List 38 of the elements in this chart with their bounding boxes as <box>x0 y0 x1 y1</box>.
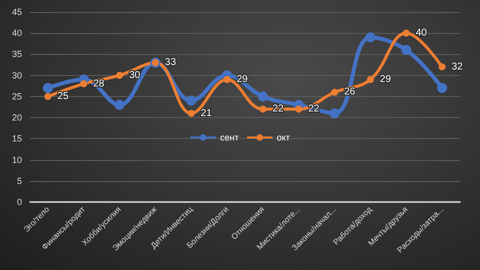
data-label: 32 <box>452 61 464 72</box>
point <box>42 83 53 93</box>
y-tick-label: 35 <box>12 49 22 60</box>
point <box>331 88 338 96</box>
data-label: 21 <box>200 108 212 119</box>
point <box>259 106 266 113</box>
data-label: 29 <box>380 74 392 86</box>
point <box>402 30 410 37</box>
y-tick-label: 10 <box>12 154 22 165</box>
point <box>365 32 376 42</box>
point <box>437 83 448 93</box>
point <box>366 76 374 84</box>
data-label: 33 <box>164 57 176 68</box>
y-tick-label: 25 <box>12 91 22 102</box>
legend-label: сент <box>220 132 239 142</box>
y-tick-label: 5 <box>16 176 22 186</box>
y-tick-label: 15 <box>12 134 22 144</box>
y-tick-label: 40 <box>12 28 22 38</box>
point <box>116 72 124 79</box>
point <box>295 106 302 113</box>
point <box>44 92 52 100</box>
point <box>188 110 195 117</box>
point <box>224 76 231 84</box>
point <box>330 108 340 118</box>
legend-label: окт <box>276 132 290 142</box>
y-tick-label: 20 <box>12 112 22 123</box>
data-label: 30 <box>129 70 141 81</box>
y-tick-label: 45 <box>12 7 22 17</box>
y-tick-label: 0 <box>16 197 22 207</box>
point <box>80 80 88 88</box>
point <box>401 45 412 55</box>
point <box>258 91 268 102</box>
y-tick-label: 30 <box>12 70 22 80</box>
data-label: 25 <box>57 90 69 102</box>
data-label: 40 <box>416 28 428 39</box>
point <box>438 63 446 70</box>
point <box>186 96 196 106</box>
point <box>114 100 125 110</box>
